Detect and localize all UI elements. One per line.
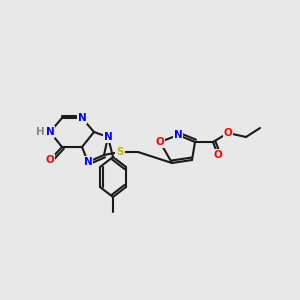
Text: N: N [174,130,182,140]
Text: O: O [214,150,222,160]
Text: N: N [84,157,92,167]
Text: S: S [116,147,124,157]
Text: O: O [156,137,164,147]
Text: N: N [46,127,54,137]
Text: O: O [46,155,54,165]
Text: H: H [36,127,44,137]
Text: N: N [103,132,112,142]
Text: O: O [224,128,232,138]
Text: N: N [78,113,86,123]
